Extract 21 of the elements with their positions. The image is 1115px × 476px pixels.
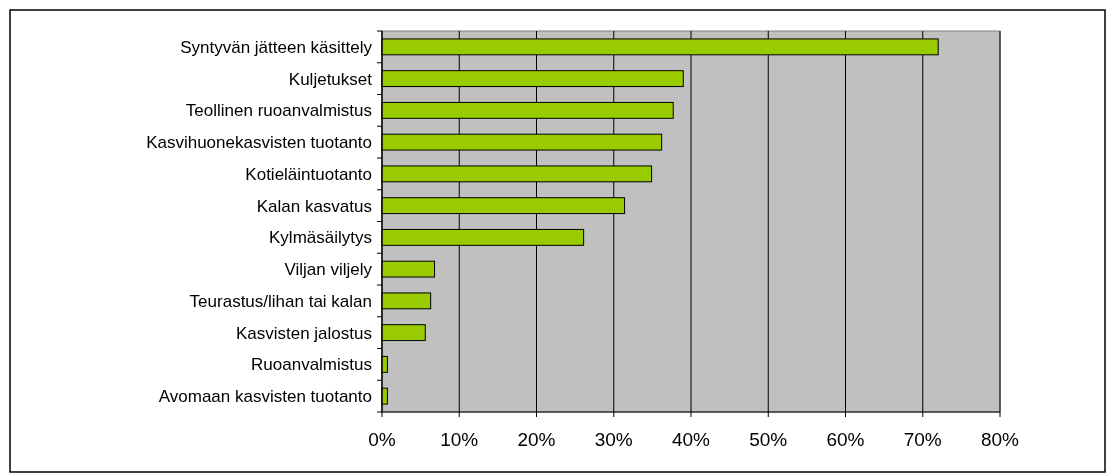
x-tick-label: 10%	[440, 429, 479, 450]
x-tick-label: 80%	[980, 429, 1020, 450]
x-tick-label: 60%	[826, 429, 865, 450]
y-tick-label: Kalan kasvatus	[256, 196, 372, 216]
x-tick-label: 40%	[671, 429, 711, 450]
y-tick-label: Syntyvän jätteen käsittely	[180, 37, 373, 57]
x-tick-label: 0%	[368, 429, 396, 450]
y-tick-label: Kuljetukset	[288, 69, 373, 89]
y-tick-label: Kasvihuonekasvisten tuotanto	[146, 133, 372, 153]
y-tick-label: Kotieläintuotanto	[245, 164, 372, 184]
y-tick-label: Teurastus/lihan tai kalan	[189, 291, 372, 311]
y-tick-label: Kasvisten jalostus	[235, 323, 372, 343]
x-tick-label: 50%	[749, 429, 788, 450]
y-tick-label: Ruoanvalmistus	[251, 355, 372, 375]
y-tick-label: Kylmäsäilytys	[269, 228, 372, 248]
y-tick-label: Viljan viljely	[284, 260, 373, 280]
x-tick-label: 70%	[903, 429, 942, 450]
x-tick-label: 20%	[517, 429, 556, 450]
x-tick-label: 30%	[594, 429, 633, 450]
y-tick-label: Teollinen ruoanvalmistus	[185, 101, 372, 121]
y-tick-label: Avomaan kasvisten tuotanto	[158, 387, 372, 407]
